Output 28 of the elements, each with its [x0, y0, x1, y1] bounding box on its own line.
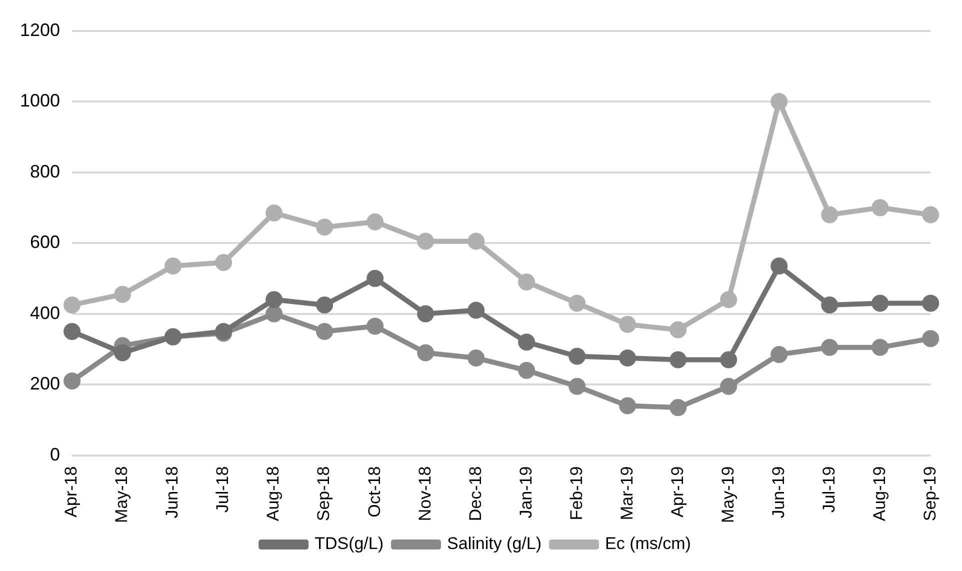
- y-tick-label: 1000: [20, 90, 60, 111]
- x-tick-label: Apr-19: [668, 466, 687, 518]
- legend-label: TDS(g/L): [314, 534, 384, 554]
- x-tick-label: Sep-18: [314, 466, 334, 522]
- y-tick-label: 800: [30, 161, 60, 182]
- y-tick-label: 400: [30, 302, 60, 323]
- x-tick-label: May-19: [718, 466, 738, 523]
- x-tick-label: Jun-18: [162, 466, 182, 518]
- y-tick-label: 1200: [20, 20, 60, 40]
- x-tick-label: Jan-19: [516, 466, 536, 518]
- x-tick-label: Oct-18: [364, 466, 384, 518]
- x-tick-label: Aug-18: [264, 466, 283, 522]
- x-tick-label: Jun-19: [768, 466, 788, 518]
- x-tick-label: Jul-18: [213, 466, 232, 513]
- legend-label: Salinity (g/L): [447, 534, 542, 554]
- x-tick-label: Dec-18: [466, 466, 485, 522]
- x-tick-label: Aug-19: [870, 466, 889, 522]
- y-tick-label: 200: [30, 374, 60, 394]
- x-tick-label: Feb-19: [566, 466, 586, 520]
- x-tick-label: May-18: [112, 466, 132, 523]
- y-tick-label: 600: [30, 232, 60, 252]
- x-tick-label: Apr-18: [62, 466, 81, 518]
- legend-label: Ec (ms/cm): [605, 534, 691, 554]
- y-tick-label: 0: [50, 444, 60, 464]
- x-tick-label: Mar-19: [617, 466, 636, 520]
- x-tick-label: Nov-18: [415, 466, 434, 522]
- x-tick-label: Sep-19: [920, 466, 940, 522]
- x-tick-label: Jul-19: [819, 466, 838, 513]
